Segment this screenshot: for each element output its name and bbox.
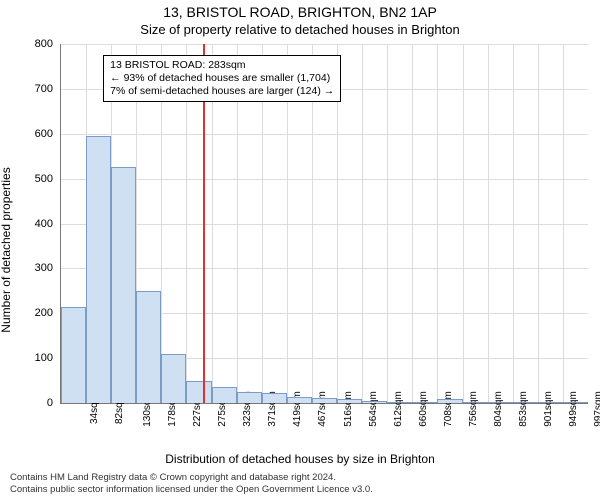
- x-axis-label: Distribution of detached houses by size …: [0, 452, 600, 466]
- histogram-bar: [412, 402, 437, 403]
- x-tick-label: 804sqm: [493, 391, 504, 427]
- gridline-v: [538, 44, 539, 403]
- histogram-bar: [237, 392, 262, 403]
- footer-line-1: Contains HM Land Registry data © Crown c…: [10, 472, 590, 484]
- footer-line-2: Contains public sector information licen…: [10, 484, 590, 496]
- histogram-bar: [262, 393, 287, 403]
- x-tick-label: 708sqm: [443, 391, 454, 427]
- histogram-bar: [563, 402, 588, 403]
- histogram-bar: [287, 397, 312, 403]
- histogram-bar: [362, 401, 387, 403]
- x-tick-label: 901sqm: [543, 391, 554, 427]
- histogram-bar: [61, 307, 86, 403]
- gridline-v: [387, 44, 388, 403]
- y-tick-label: 700: [1, 83, 53, 95]
- y-tick-label: 800: [1, 38, 53, 50]
- gridline-v: [437, 44, 438, 403]
- gridline-h: [61, 44, 588, 45]
- x-tick-label: 949sqm: [568, 391, 579, 427]
- gridline-v: [362, 44, 363, 403]
- x-tick-label: 756sqm: [468, 391, 479, 427]
- histogram-bar: [86, 136, 111, 403]
- y-tick-label: 100: [1, 352, 53, 364]
- x-tick-label: 516sqm: [342, 391, 353, 427]
- gridline-v: [563, 44, 564, 403]
- gridline-h: [61, 179, 588, 180]
- histogram-bar: [212, 387, 237, 403]
- annotation-line: ← 93% of detached houses are smaller (1,…: [110, 72, 334, 85]
- y-tick-label: 200: [1, 307, 53, 319]
- histogram-bar: [488, 402, 513, 403]
- gridline-v: [513, 44, 514, 403]
- histogram-bar: [186, 381, 211, 403]
- gridline-v: [463, 44, 464, 403]
- annotation-line: 13 BRISTOL ROAD: 283sqm: [110, 59, 334, 72]
- histogram-bar: [513, 402, 538, 403]
- y-tick-label: 400: [1, 218, 53, 230]
- histogram-bar: [161, 354, 186, 403]
- y-tick-label: 0: [1, 397, 53, 409]
- histogram-bar: [463, 402, 488, 403]
- footer-attribution: Contains HM Land Registry data © Crown c…: [10, 472, 590, 496]
- gridline-v: [488, 44, 489, 403]
- y-tick-label: 300: [1, 262, 53, 274]
- x-tick-label: 853sqm: [518, 391, 529, 427]
- histogram-bar: [538, 402, 563, 403]
- gridline-h: [61, 134, 588, 135]
- y-tick-label: 600: [1, 128, 53, 140]
- histogram-bar: [387, 402, 412, 403]
- gridline-h: [61, 224, 588, 225]
- plot-area: 010020030040050060070080034sqm82sqm130sq…: [60, 44, 588, 404]
- gridline-v: [412, 44, 413, 403]
- annotation-box: 13 BRISTOL ROAD: 283sqm← 93% of detached…: [103, 55, 341, 102]
- histogram-bar: [111, 167, 136, 403]
- histogram-bar: [337, 399, 362, 403]
- x-tick-label: 660sqm: [418, 391, 429, 427]
- histogram-bar: [136, 291, 161, 403]
- histogram-bar: [437, 399, 462, 403]
- annotation-line: 7% of semi-detached houses are larger (1…: [110, 85, 334, 98]
- x-tick-label: 467sqm: [317, 391, 328, 427]
- histogram-bar: [312, 398, 337, 403]
- x-tick-label: 564sqm: [367, 391, 378, 427]
- gridline-h: [61, 268, 588, 269]
- chart-title: 13, BRISTOL ROAD, BRIGHTON, BN2 1AP: [0, 4, 600, 20]
- x-tick-label: 997sqm: [593, 391, 600, 427]
- x-tick-label: 612sqm: [392, 391, 403, 427]
- chart-subtitle: Size of property relative to detached ho…: [0, 22, 600, 37]
- y-tick-label: 500: [1, 173, 53, 185]
